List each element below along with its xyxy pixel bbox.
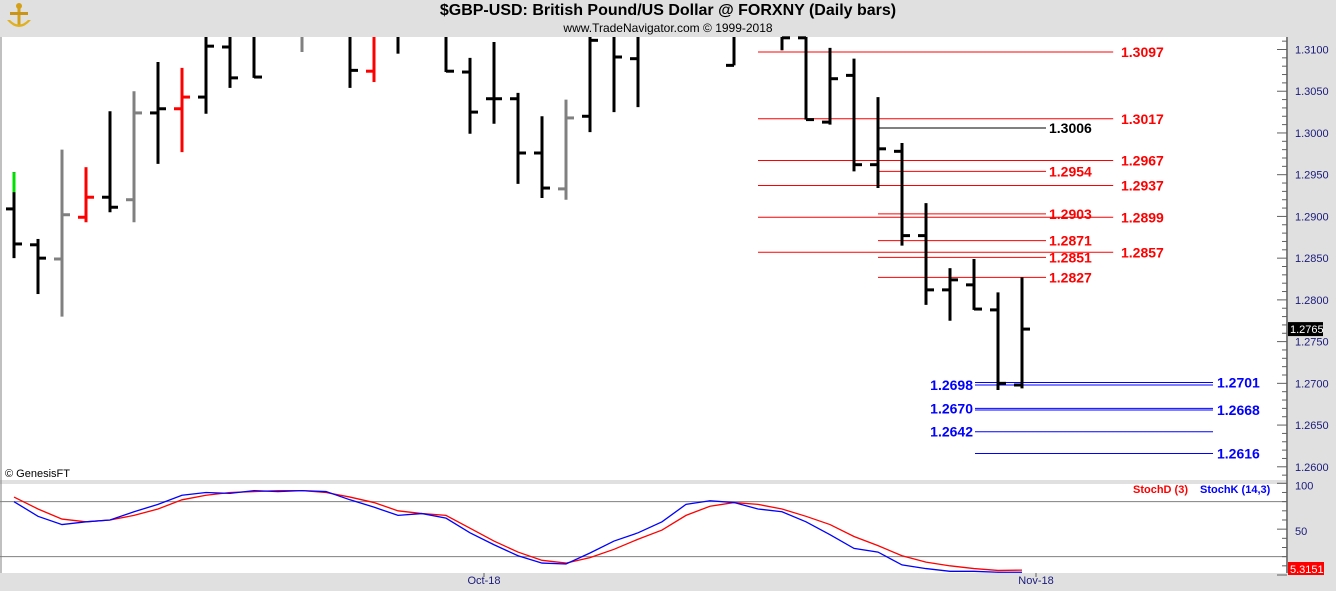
y-tick-label: 1.2900	[1295, 211, 1329, 223]
level-label: 1.2937	[1121, 178, 1164, 194]
price-bar	[78, 167, 94, 223]
price-bar	[54, 149, 70, 317]
price-bar	[462, 57, 478, 134]
price-bar	[222, 37, 238, 88]
level-label: 1.3097	[1121, 44, 1164, 60]
level-label: 1.2857	[1121, 244, 1164, 260]
legend-stochd: StochD (3)	[1133, 484, 1188, 496]
last-price-label: 1.2765	[1290, 324, 1324, 336]
level-label: 1.2851	[1049, 249, 1092, 265]
stoch-last-label: 5.3151	[1290, 564, 1324, 576]
level-label: 1.2903	[1049, 206, 1092, 222]
price-bar	[726, 37, 736, 67]
price-bar	[918, 203, 934, 305]
y-tick-label: 1.3100	[1295, 45, 1329, 57]
price-bar	[534, 116, 550, 199]
y-tick-label: 1.3000	[1295, 128, 1329, 140]
logo	[4, 2, 34, 37]
price-bar	[822, 47, 838, 125]
x-tick-label: Nov-18	[1018, 575, 1053, 587]
price-bar	[612, 37, 622, 113]
price-bar	[798, 36, 814, 122]
chart-subtitle: www.TradeNavigator.com © 1999-2018	[563, 21, 773, 35]
level-label: 1.2670	[930, 400, 973, 416]
y-tick-label: 1.2600	[1295, 462, 1329, 474]
price-bar	[366, 37, 376, 83]
level-label: 1.2899	[1121, 209, 1164, 225]
price-bar	[486, 41, 502, 124]
level-label: 1.3006	[1049, 120, 1092, 136]
legend-stochk: StochK (14,3)	[1200, 484, 1271, 496]
price-bar	[198, 37, 214, 114]
price-bar	[582, 37, 598, 133]
price-panel	[0, 37, 1287, 480]
level-label: 1.2698	[930, 377, 973, 393]
level-label: 1.2827	[1049, 269, 1092, 285]
price-bar	[126, 91, 142, 223]
y-tick-label: 1.3050	[1295, 86, 1329, 98]
level-label: 1.2642	[930, 424, 973, 440]
stoch-last-badge	[1288, 562, 1324, 575]
level-label: 1.2616	[1217, 445, 1260, 461]
price-bar	[870, 97, 886, 189]
gold-anchor-logo-icon	[7, 3, 31, 27]
price-bar	[444, 37, 454, 73]
price-bar	[150, 62, 166, 164]
price-bar	[1014, 277, 1030, 389]
level-label: 1.3017	[1121, 111, 1164, 127]
level-label: 1.2871	[1049, 233, 1092, 249]
price-bar	[252, 37, 262, 79]
price-bar	[102, 111, 118, 213]
stoch-tick-label: 50	[1295, 526, 1307, 538]
y-tick-label: 1.2850	[1295, 253, 1329, 265]
y-tick-label: 1.2800	[1295, 295, 1329, 307]
price-bar	[966, 258, 982, 311]
y-tick-label: 1.2950	[1295, 170, 1329, 182]
price-bar	[30, 238, 46, 295]
copyright-text: © GenesisFT	[5, 468, 70, 480]
level-label: 1.2967	[1121, 153, 1164, 169]
y-tick-label: 1.2650	[1295, 420, 1329, 432]
price-bar	[942, 268, 958, 321]
price-bar	[174, 67, 190, 153]
stoch-tick-label: 100	[1295, 480, 1313, 492]
y-tick-label: 1.2700	[1295, 378, 1329, 390]
stoch-panel	[0, 484, 1287, 573]
price-bar	[510, 92, 526, 184]
price-bar	[348, 37, 358, 88]
price-bar	[6, 172, 22, 259]
price-bar	[558, 99, 574, 200]
last-price-badge	[1288, 322, 1323, 337]
y-tick-label: 1.2750	[1295, 337, 1329, 349]
chart-title: $GBP-USD: British Pound/US Dollar @ FORX…	[439, 2, 897, 19]
price-bar	[990, 292, 1006, 391]
price-bar	[780, 36, 790, 51]
price-bar	[846, 58, 862, 172]
price-bar	[894, 142, 910, 246]
x-tick-label: Oct-18	[467, 575, 500, 587]
level-label: 1.2668	[1217, 402, 1260, 418]
price-bar	[630, 37, 640, 108]
level-label: 1.2701	[1217, 375, 1260, 391]
level-label: 1.2954	[1049, 163, 1092, 179]
